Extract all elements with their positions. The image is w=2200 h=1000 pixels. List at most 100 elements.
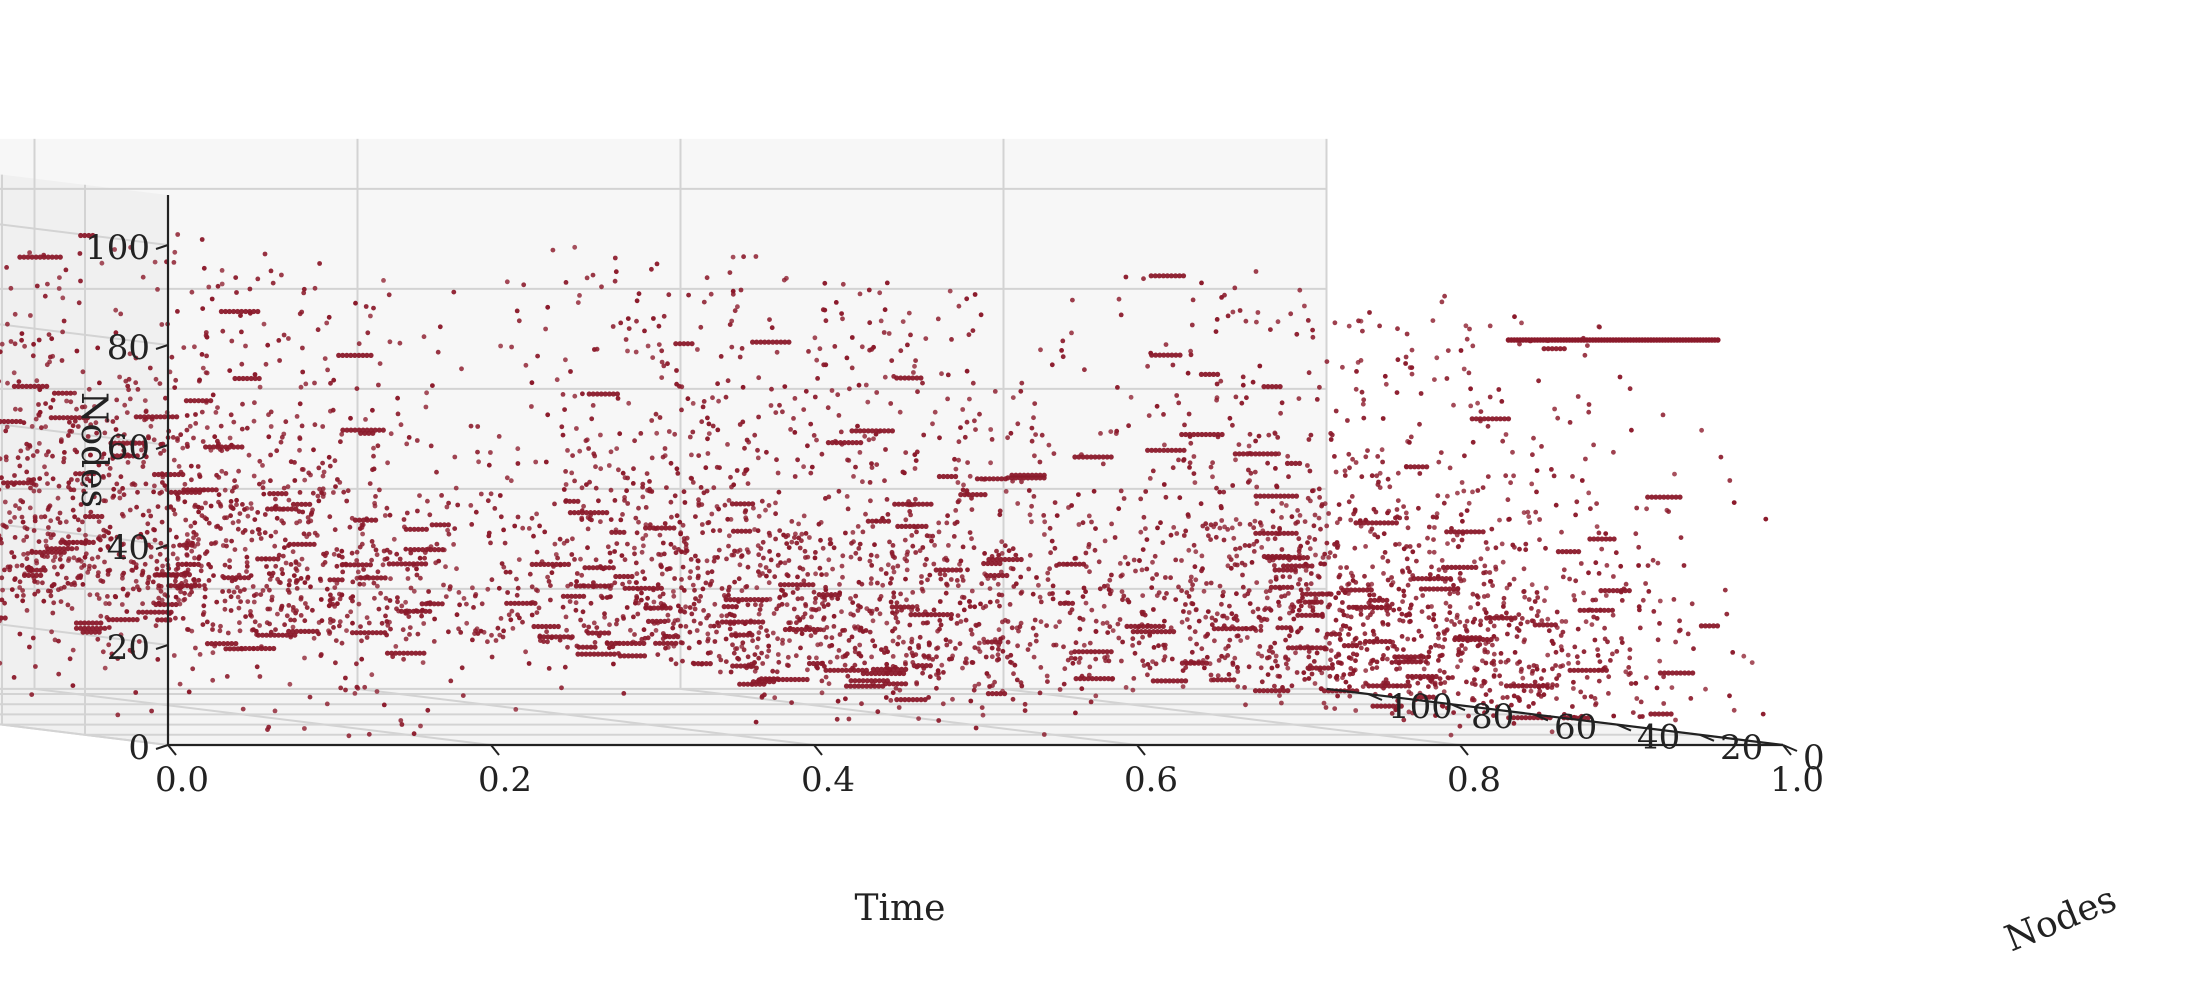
scatter-point xyxy=(792,676,798,683)
scatter-point xyxy=(492,506,498,511)
scatter-point xyxy=(858,440,864,446)
scatter-point xyxy=(192,583,198,589)
scatter-point xyxy=(793,653,799,659)
scatter-point xyxy=(955,613,961,618)
scatter-point xyxy=(1545,652,1551,658)
scatter-point xyxy=(678,530,684,536)
scatter-point xyxy=(1482,607,1487,612)
scatter-point xyxy=(1293,650,1298,656)
scatter-point xyxy=(705,436,710,442)
scatter-point xyxy=(238,599,244,604)
scatter-point xyxy=(2,499,8,505)
scatter-point xyxy=(570,453,575,458)
scatter-point xyxy=(776,676,782,683)
scatter-point xyxy=(217,628,223,634)
scatter-point xyxy=(874,462,880,467)
scatter-point xyxy=(123,378,129,384)
scatter-point xyxy=(234,290,239,295)
scatter-point xyxy=(1149,585,1155,590)
scatter-point xyxy=(563,357,568,363)
scatter-point xyxy=(118,453,124,459)
scatter-point xyxy=(251,599,257,605)
scatter-point xyxy=(152,483,157,489)
scatter-point xyxy=(376,427,382,433)
scatter-point xyxy=(668,541,674,547)
scatter-point xyxy=(1119,658,1124,664)
scatter-point xyxy=(395,411,401,417)
scatter-point xyxy=(812,335,818,341)
scatter-point xyxy=(772,676,778,683)
scatter-point xyxy=(1362,631,1368,637)
scatter-point xyxy=(895,641,901,647)
scatter-point xyxy=(632,438,637,444)
scatter-point xyxy=(559,685,564,691)
scatter-point xyxy=(83,551,89,557)
scatter-point xyxy=(364,352,370,358)
scatter-point xyxy=(110,419,116,424)
scatter-point xyxy=(446,531,452,537)
scatter-point xyxy=(1490,642,1495,648)
scatter-point xyxy=(122,402,128,408)
scatter-point xyxy=(95,345,101,351)
scatter-point xyxy=(632,632,637,637)
scatter-point xyxy=(177,681,183,687)
scatter-point xyxy=(1699,427,1704,433)
scatter-point xyxy=(406,608,413,614)
scatter-point xyxy=(813,571,818,577)
scatter-point xyxy=(160,563,166,569)
scatter-point xyxy=(30,567,36,573)
scatter-point xyxy=(486,530,492,536)
scatter-point xyxy=(671,621,676,627)
scatter-point xyxy=(743,528,749,534)
scatter-point xyxy=(92,404,97,409)
scatter-point xyxy=(1432,525,1437,530)
scatter-point xyxy=(767,533,773,538)
scatter-point xyxy=(542,529,548,535)
scatter-point xyxy=(665,645,671,650)
scatter-point xyxy=(431,639,437,644)
scatter-point xyxy=(1256,614,1262,620)
scatter-point xyxy=(1068,655,1074,661)
scatter-point xyxy=(598,593,604,599)
scatter-point xyxy=(687,575,693,581)
scatter-point xyxy=(174,572,180,578)
scatter-point xyxy=(314,533,320,538)
scatter-point xyxy=(1354,369,1359,374)
scatter-point xyxy=(856,382,862,388)
scatter-point xyxy=(411,547,418,553)
scatter-point xyxy=(766,648,772,654)
scatter-point xyxy=(890,654,896,659)
scatter-point xyxy=(835,667,841,673)
scatter-point xyxy=(624,488,629,494)
scatter-point xyxy=(475,424,481,429)
scatter-point xyxy=(407,625,413,630)
scatter-point xyxy=(682,500,688,505)
scatter-point xyxy=(1025,647,1031,652)
scatter-point xyxy=(543,623,549,630)
scatter-point xyxy=(268,452,273,458)
scatter-point xyxy=(1327,640,1332,646)
scatter-point xyxy=(829,635,835,641)
scatter-point xyxy=(593,583,600,589)
scatter-point xyxy=(393,644,399,649)
scatter-point xyxy=(339,554,345,560)
scatter-point xyxy=(244,375,250,382)
scatter-point xyxy=(577,293,582,298)
scatter-point xyxy=(681,539,687,544)
scatter-point xyxy=(553,552,559,557)
scatter-point xyxy=(826,557,832,563)
scatter-point xyxy=(50,353,56,359)
scatter-point xyxy=(104,418,110,423)
scatter-point xyxy=(271,491,277,497)
scatter-point xyxy=(1269,665,1275,671)
scatter-point xyxy=(1470,439,1476,445)
scatter-point xyxy=(897,409,903,415)
scatter-point xyxy=(944,612,951,618)
scatter-point xyxy=(584,275,590,281)
scatter-point xyxy=(17,506,22,511)
scatter-point xyxy=(225,641,231,647)
scatter-point xyxy=(426,589,431,594)
scatter-point xyxy=(1046,442,1052,448)
scatter-point xyxy=(968,698,974,704)
scatter-point xyxy=(535,588,540,594)
